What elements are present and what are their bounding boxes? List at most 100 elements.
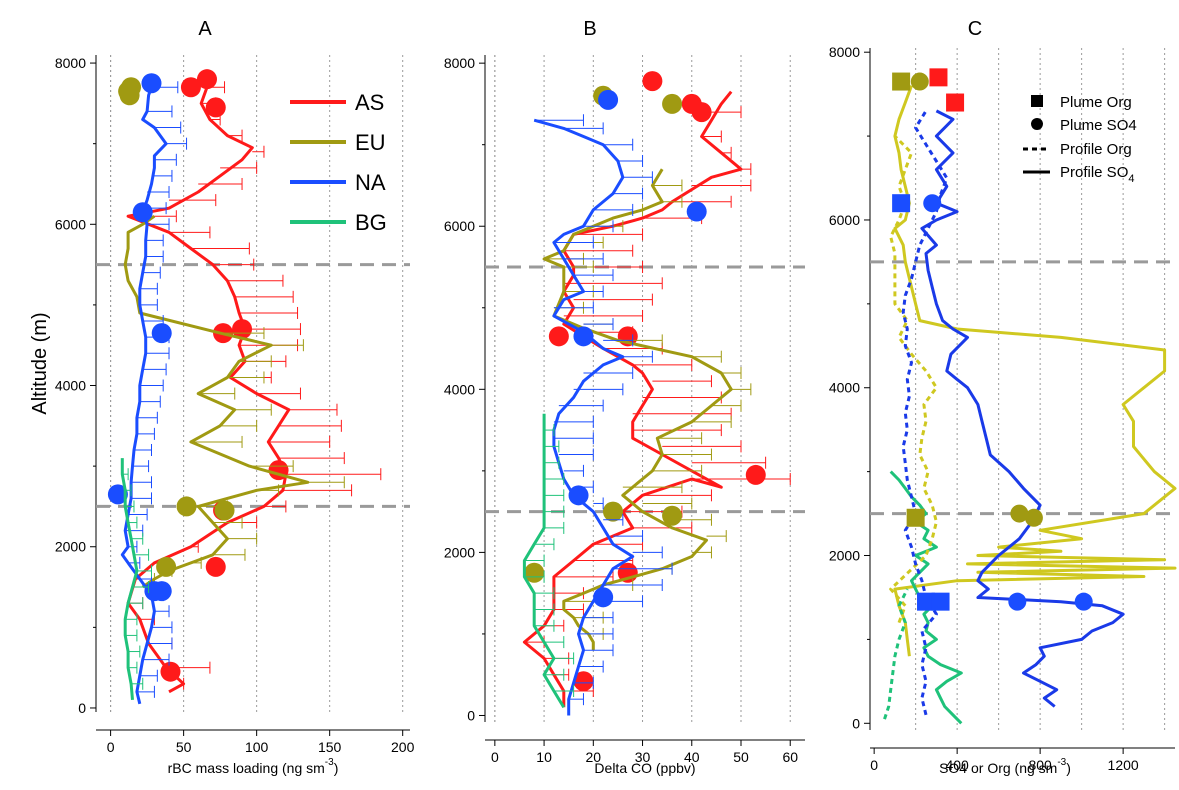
- plume-point: [642, 71, 663, 92]
- series-line: [883, 588, 909, 720]
- plume-point: [524, 562, 545, 583]
- x-axis-label: SO4 or Org (ng sm-3): [939, 757, 1071, 776]
- plume-so4-marker: [1008, 592, 1027, 611]
- y-tick-label: 4000: [829, 380, 860, 396]
- plume-point: [205, 556, 226, 577]
- x-tick-label: 150: [318, 739, 342, 755]
- y-tick-label: 8000: [829, 44, 860, 60]
- legend-circle-icon: [1031, 118, 1043, 130]
- y-tick-label: 2000: [444, 544, 475, 560]
- panel-b: B 0 2000 4000 6000 8000 0 10 20 30 40 50 60 Delta CO …: [444, 18, 805, 776]
- x-tick-label: 1200: [1108, 757, 1139, 773]
- plume-point: [156, 556, 177, 577]
- y-tick-label: 4000: [444, 381, 475, 397]
- plume-org-marker: [946, 93, 965, 112]
- plume-so4-marker: [923, 194, 942, 213]
- plume-point: [180, 77, 201, 98]
- y-tick-label: 6000: [55, 216, 86, 232]
- legend-label: EU: [355, 130, 386, 155]
- x-tick-label: 20: [586, 749, 602, 765]
- legend-label: Plume Org: [1060, 94, 1132, 111]
- plume-point: [568, 485, 589, 506]
- y-axis-label: Altitude (m): [29, 312, 51, 414]
- x-tick-label: 200: [391, 739, 415, 755]
- panel-letter: B: [583, 18, 596, 40]
- plume-point: [662, 505, 683, 526]
- plume-point: [598, 89, 619, 110]
- plume-point: [107, 484, 128, 505]
- x-tick-label: 10: [536, 749, 552, 765]
- y-tick-label: 0: [467, 707, 475, 723]
- plume-org-marker: [892, 194, 911, 213]
- plume-point: [593, 587, 614, 608]
- x-tick-label: 0: [491, 749, 499, 765]
- plume-org-marker: [892, 72, 911, 91]
- legend-label: BG: [355, 210, 387, 235]
- plume-point: [573, 326, 594, 347]
- plume-point: [573, 671, 594, 692]
- legend-label: AS: [355, 90, 384, 115]
- legend-label: Profile SO4: [1060, 164, 1134, 185]
- x-tick-label: 50: [176, 739, 192, 755]
- plume-point: [176, 496, 197, 517]
- plume-point: [160, 661, 181, 682]
- x-axis-label: Delta CO (ppbv): [594, 760, 695, 776]
- plume-point: [141, 73, 162, 94]
- y-tick-label: 6000: [444, 218, 475, 234]
- x-axis-label: rBC mass loading (ng sm-3): [168, 757, 339, 776]
- y-tick-label: 8000: [444, 55, 475, 71]
- y-tick-label: 8000: [55, 55, 86, 71]
- plume-so4-marker: [1024, 508, 1043, 527]
- series-line: [533, 118, 635, 716]
- series-line: [901, 110, 949, 716]
- plume-point: [151, 581, 172, 602]
- y-tick-label: 0: [78, 700, 86, 716]
- plume-point: [196, 69, 217, 90]
- plume-org-marker: [906, 508, 925, 527]
- plume-so4-marker: [1010, 504, 1029, 523]
- plume-point: [132, 202, 153, 223]
- legend-label: Profile Org: [1060, 141, 1132, 158]
- x-tick-label: 60: [782, 749, 798, 765]
- plume-point: [686, 201, 707, 222]
- plume-point: [118, 81, 139, 102]
- plume-point: [548, 326, 569, 347]
- y-tick-label: 4000: [55, 378, 86, 394]
- panel-a: A 0 2000 4000 6000 8000 0 50 100 150 200 rBC mass l…: [29, 18, 415, 776]
- series-line: [542, 168, 733, 651]
- series-line: [920, 109, 1125, 708]
- panel-letter: C: [968, 18, 982, 40]
- legend-label: Plume SO4: [1060, 117, 1137, 134]
- series-line: [522, 90, 743, 708]
- y-tick-label: 2000: [829, 548, 860, 564]
- legend-square-icon: [1031, 95, 1043, 107]
- x-tick-label: 800: [1028, 757, 1052, 773]
- plume-org-marker: [917, 592, 936, 611]
- plume-point: [214, 500, 235, 521]
- plume-point: [205, 97, 226, 118]
- y-tick-label: 0: [852, 715, 860, 731]
- y-tick-label: 6000: [829, 212, 860, 228]
- panel-letter: A: [198, 18, 212, 40]
- x-tick-label: 400: [945, 757, 969, 773]
- series-line: [120, 458, 139, 701]
- panel-c: C 0 2000 4000 6000 8000 0 400 800 1200 SO4 or Org …: [829, 18, 1177, 776]
- series-line: [889, 135, 938, 624]
- x-tick-label: 40: [684, 749, 700, 765]
- series-line: [522, 413, 566, 709]
- plume-point: [151, 323, 172, 344]
- plume-point: [745, 464, 766, 485]
- legend-label: NA: [355, 170, 386, 195]
- series-line: [123, 214, 310, 589]
- plume-so4-marker: [910, 72, 929, 91]
- plume-point: [681, 93, 702, 114]
- x-tick-label: 100: [245, 739, 269, 755]
- y-tick-label: 2000: [55, 539, 86, 555]
- x-tick-label: 0: [107, 739, 115, 755]
- x-tick-label: 0: [870, 757, 878, 773]
- x-tick-label: 50: [733, 749, 749, 765]
- x-tick-label: 30: [635, 749, 651, 765]
- plume-org-marker: [929, 68, 948, 87]
- plume-org-marker: [931, 592, 950, 611]
